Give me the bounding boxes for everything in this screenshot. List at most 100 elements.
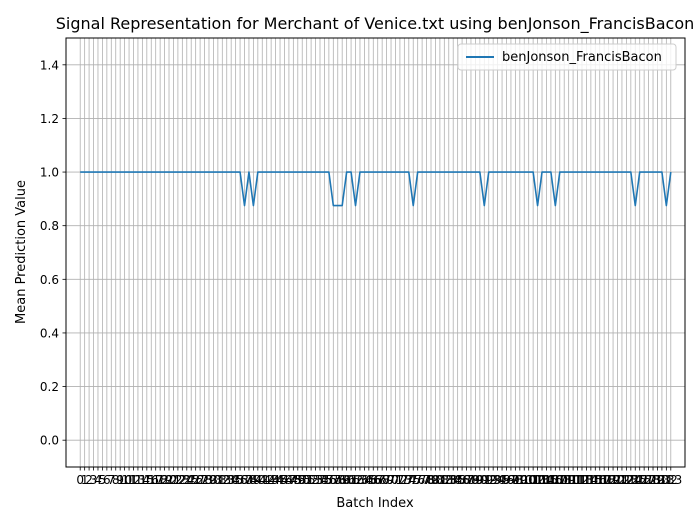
data-point [151,171,152,172]
x-axis-ticks: 0123456789101112131415161718192021222324… [76,467,682,487]
data-point [88,171,89,172]
data-point [577,171,578,172]
x-tick-label: 126 [628,473,651,487]
x-tick-label: 74 [401,473,416,487]
data-point [510,171,511,172]
data-point [173,171,174,172]
data-point [390,171,391,172]
y-axis-label: Mean Prediction Value [14,180,29,324]
x-tick-label: 44 [268,473,283,487]
x-tick-label: 116 [584,473,607,487]
x-tick-label: 94 [490,473,505,487]
data-point [231,171,232,172]
data-point [333,205,334,206]
x-tick-label: 73 [397,473,412,487]
x-tick-label: 41 [255,473,270,487]
x-tick-label: 52 [303,473,318,487]
y-axis-ticks: 0.0 0.2 0.4 0.6 0.8 1.0 1.2 1.4 [40,58,66,448]
x-tick-label: 100 [513,473,536,487]
data-point [550,171,551,172]
data-point [453,171,454,172]
legend: benJonson_FrancisBacon [457,43,677,71]
x-tick-label: 3 [90,473,98,487]
x-tick-label: 98 [508,473,523,487]
data-point [311,171,312,172]
x-tick-label: 57 [326,473,341,487]
data-point [266,171,267,172]
x-tick-label: 50 [295,473,310,487]
data-point [128,171,129,172]
x-tick-label: 36 [232,473,247,487]
data-point [293,171,294,172]
data-point [146,171,147,172]
data-point [195,171,196,172]
x-tick-label: 111 [562,473,585,487]
x-tick-label: 109 [553,473,576,487]
x-tick-label: 10 [117,473,132,487]
data-point [106,171,107,172]
x-tick-label: 91 [477,473,492,487]
data-point [177,171,178,172]
x-tick-label: 92 [481,473,496,487]
x-tick-label: 60 [339,473,354,487]
x-tick-label: 128 [637,473,660,487]
x-tick-label: 104 [531,473,554,487]
data-point [386,171,387,172]
data-point [271,171,272,172]
data-point [559,171,560,172]
data-point [93,171,94,172]
data-point [302,171,303,172]
x-tick-label: 22 [170,473,185,487]
data-point [475,171,476,172]
x-tick-label: 72 [392,473,407,487]
data-point [533,171,534,172]
x-tick-label: 55 [317,473,332,487]
x-tick-label: 61 [343,473,358,487]
data-point [635,205,636,206]
data-point [200,171,201,172]
data-point [342,205,343,206]
data-point [555,205,556,206]
data-point [519,171,520,172]
data-point [275,171,276,172]
x-tick-label: 88 [463,473,478,487]
x-tick-label: 51 [299,473,314,487]
data-point [382,171,383,172]
data-point [328,171,329,172]
data-point [537,205,538,206]
data-point [599,171,600,172]
data-point [506,171,507,172]
x-tick-label: 27 [192,473,207,487]
data-point [541,171,542,172]
data-point [80,171,81,172]
data-point [413,205,414,206]
data-point [319,171,320,172]
x-tick-label: 46 [277,473,292,487]
x-tick-label: 2 [85,473,93,487]
x-tick-label: 115 [579,473,602,487]
x-tick-label: 38 [241,473,256,487]
x-tick-label: 75 [406,473,421,487]
x-tick-label: 15 [139,473,154,487]
data-point [666,205,667,206]
data-point [262,171,263,172]
data-point [288,171,289,172]
legend-box [457,43,677,71]
x-tick-label: 84 [446,473,461,487]
x-tick-label: 117 [588,473,611,487]
data-point [484,205,485,206]
data-point [426,171,427,172]
x-tick-label: 112 [566,473,589,487]
x-tick-label: 39 [246,473,261,487]
data-point [568,171,569,172]
data-point [204,171,205,172]
x-tick-label: 9 [116,473,124,487]
x-tick-label: 28 [197,473,212,487]
x-tick-label: 119 [597,473,620,487]
x-tick-label: 124 [619,473,642,487]
x-tick-label: 34 [224,473,239,487]
x-tick-label: 87 [459,473,474,487]
x-tick-label: 32 [215,473,230,487]
data-point [546,171,547,172]
